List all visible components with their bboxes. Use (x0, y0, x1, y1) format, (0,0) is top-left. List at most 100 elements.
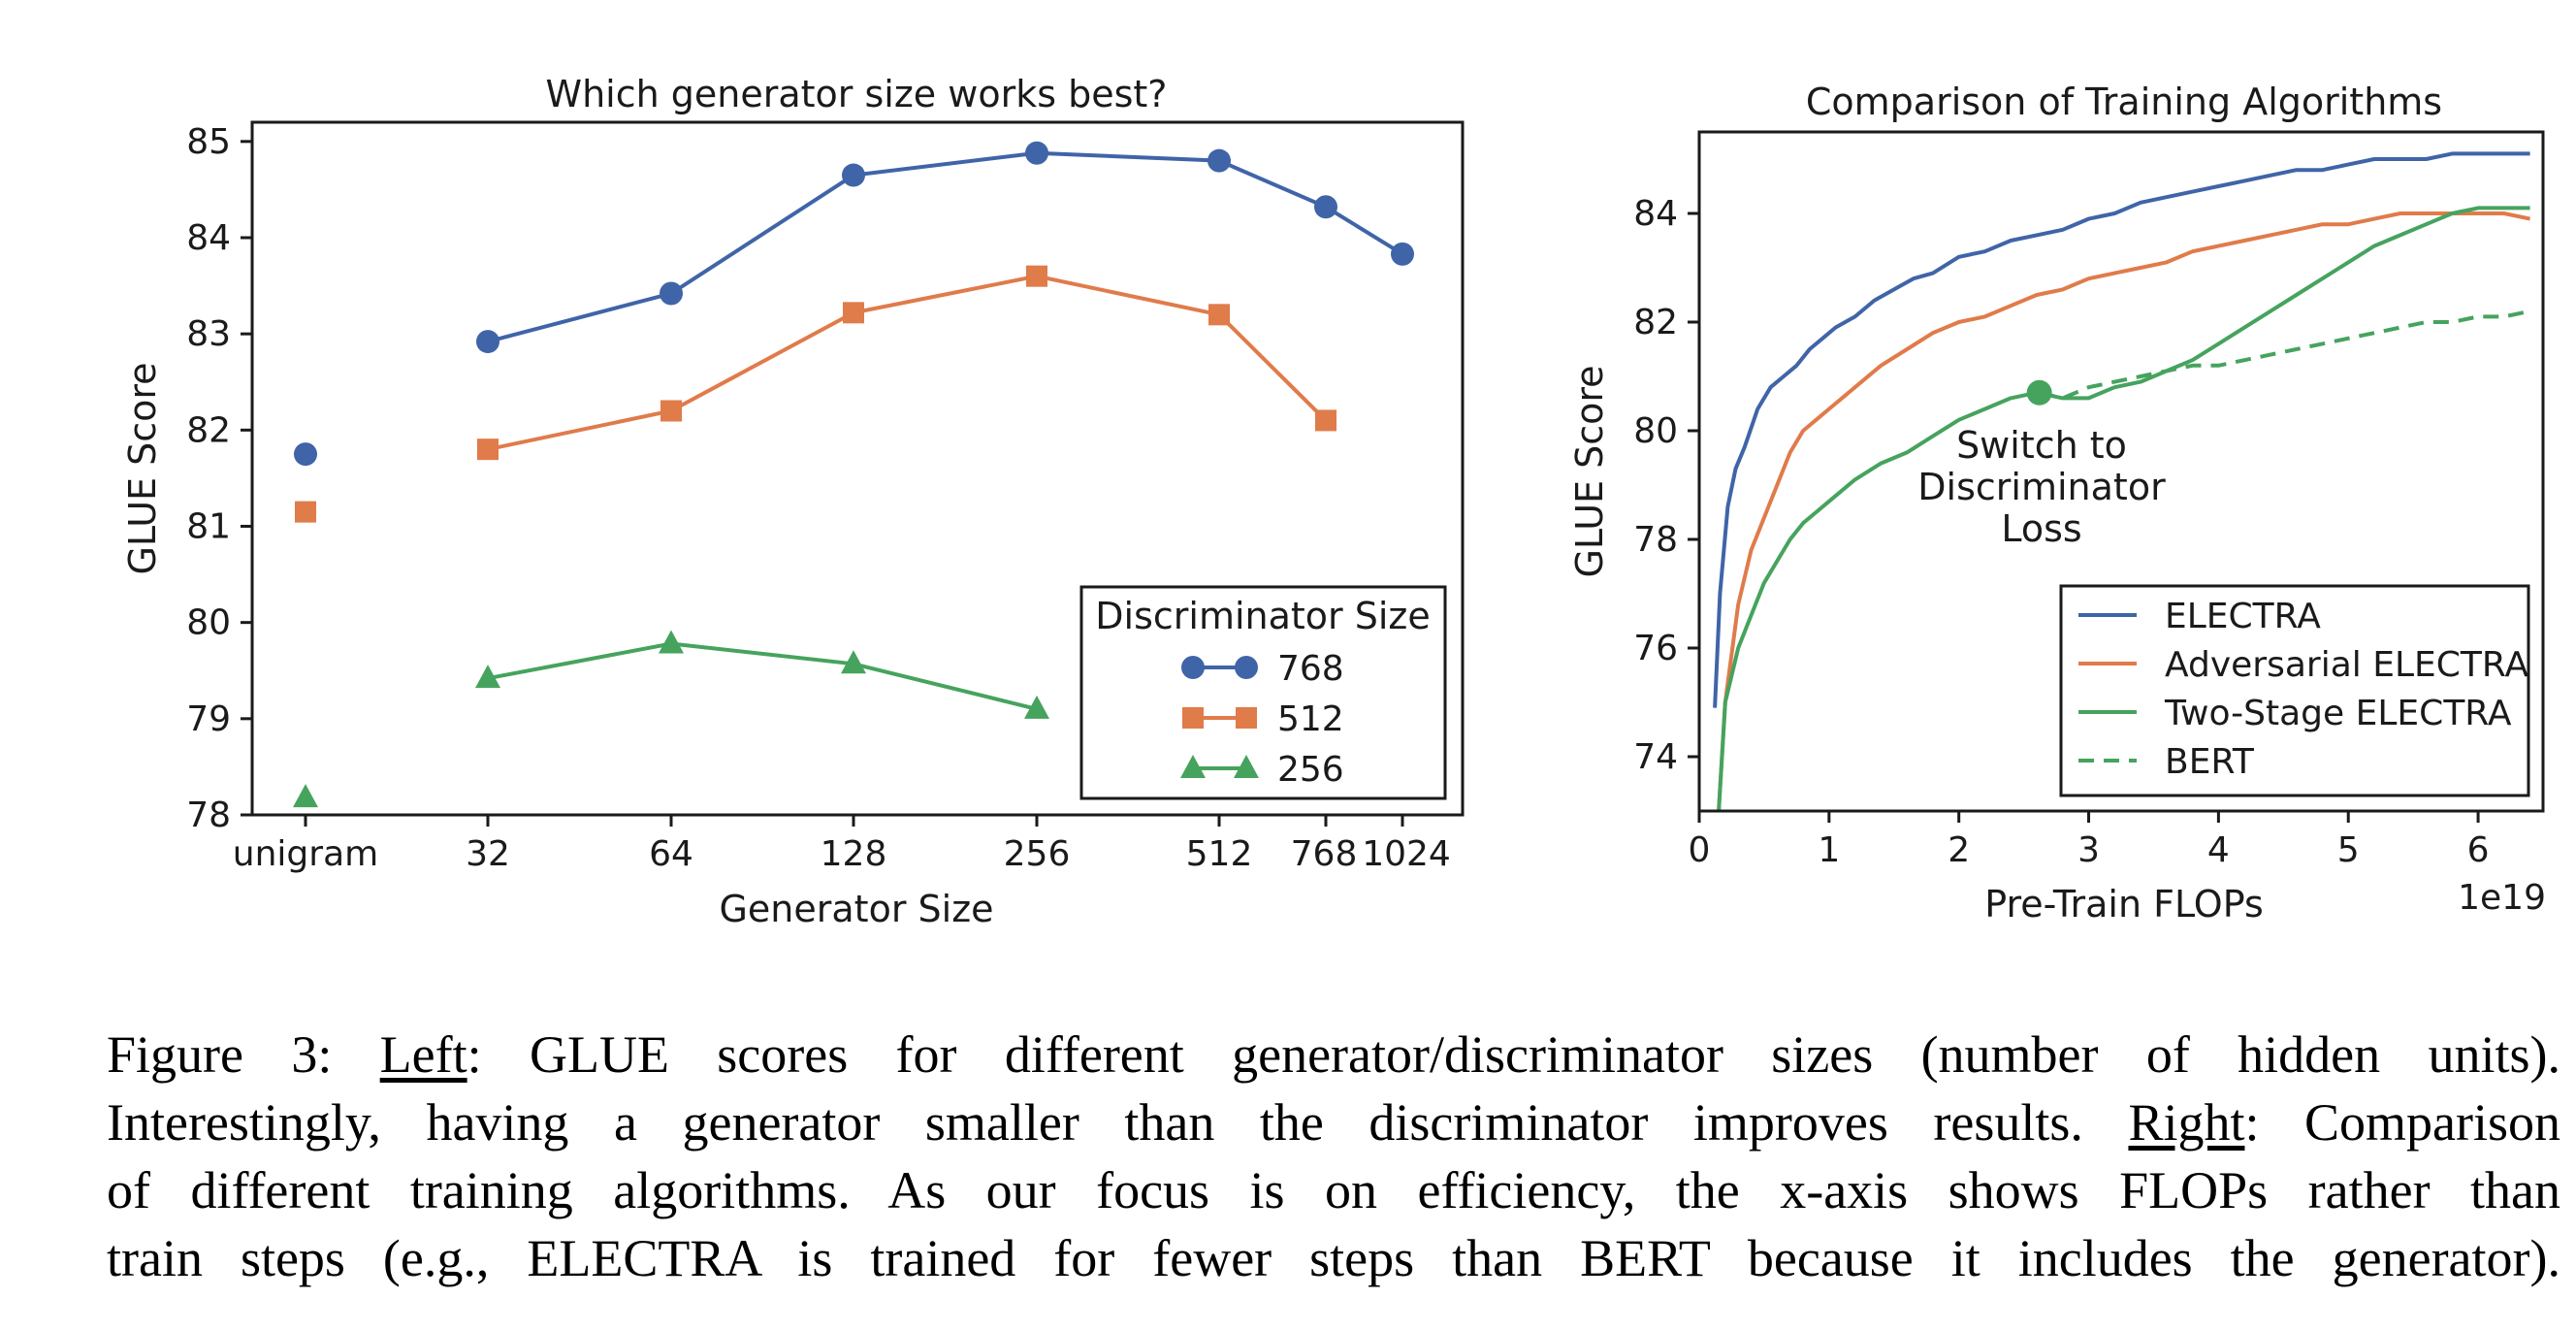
series-768 (294, 141, 1414, 467)
y-tick-label: 85 (186, 122, 231, 162)
data-point (293, 784, 318, 808)
x-tick-label: 128 (821, 834, 887, 874)
annotation-line-3: Loss (2001, 507, 2081, 550)
y-tick-label: 81 (186, 507, 231, 547)
legend-marker (1235, 656, 1258, 679)
series-512 (295, 265, 1336, 523)
caption-right-word: Right (2128, 1093, 2245, 1152)
figure-caption: Figure 3: Left: GLUE scores for differen… (107, 1021, 2560, 1292)
y-tick-label: 79 (186, 699, 231, 739)
y-tick-label: 78 (186, 795, 231, 835)
y-tick-label: 76 (1633, 629, 1678, 668)
data-point (295, 501, 316, 523)
chart-right-x-scale: 1e19 (2458, 878, 2546, 918)
series-256 (293, 630, 1049, 808)
y-tick-label: 83 (186, 314, 231, 354)
chart-left-ylabel: GLUE Score (121, 362, 164, 574)
caption-label: Figure 3: (107, 1025, 333, 1084)
legend-item-two-stage-electra: Two-Stage ELECTRA (2078, 694, 2512, 733)
data-point (294, 442, 317, 467)
data-point (1315, 409, 1336, 432)
x-tick-label: 0 (1689, 830, 1711, 870)
annotation-line-1: Switch to (1956, 424, 2127, 467)
y-tick-label: 82 (186, 410, 231, 450)
y-tick-label: 84 (186, 218, 231, 258)
data-point (1025, 141, 1048, 165)
y-tick-label: 82 (1633, 303, 1678, 342)
figure: Which generator size works best? 78 79 80 8… (121, 73, 2546, 930)
chart-right: Comparison of Training Algorithms 74 76 78… (1568, 81, 2546, 925)
chart-left-title: Which generator size works best? (546, 73, 1168, 115)
series-line (1717, 211, 2531, 811)
legend-item-512: 512 (1182, 699, 1344, 739)
data-point (660, 400, 682, 422)
data-point (1314, 195, 1337, 219)
chart-right-title: Comparison of Training Algorithms (1806, 81, 2442, 123)
x-tick-label: 256 (1004, 834, 1071, 874)
series-electra (1713, 151, 2530, 708)
x-tick-label: 1024 (1362, 834, 1451, 874)
legend-frame (1079, 585, 1447, 800)
chart-left-legend: Discriminator Size 768 512 256 (1079, 585, 1447, 800)
caption-left-word: Left (379, 1025, 467, 1084)
data-point (475, 665, 500, 689)
data-point (660, 281, 683, 306)
legend-label: 512 (1277, 699, 1344, 739)
data-point (476, 330, 499, 354)
series-two-stage-electra (1717, 206, 2530, 811)
legend-label: BERT (2165, 742, 2255, 782)
chart-right-frame (1697, 130, 2545, 813)
legend-label: Two-Stage ELECTRA (2164, 694, 2512, 733)
series-line (1717, 206, 2530, 811)
x-tick-label: 32 (466, 834, 510, 874)
legend-title: Discriminator Size (1095, 595, 1431, 637)
caption-line-2: Interestingly, having a generator smalle… (107, 1088, 2560, 1156)
chart-left-xlabel: Generator Size (719, 888, 993, 930)
caption-text-1: : GLUE scores for different generator/di… (467, 1025, 2560, 1084)
data-point (841, 650, 866, 674)
legend-item-bert: BERT (2078, 742, 2255, 782)
x-tick-label: 2 (1948, 830, 1970, 870)
x-tick-label: 3 (2077, 830, 2100, 870)
y-tick-label: 84 (1633, 194, 1678, 234)
data-point (1208, 148, 1231, 173)
caption-line-1: Figure 3: Left: GLUE scores for differen… (107, 1021, 2560, 1088)
series-line (487, 150, 1404, 344)
caption-text-2b: : Comparison (2244, 1093, 2561, 1152)
legend-item-768: 768 (1181, 649, 1344, 689)
series-line (487, 641, 1038, 711)
caption-text-2a: Interestingly, having a generator smalle… (107, 1093, 2129, 1152)
y-tick-label: 74 (1633, 737, 1678, 777)
chart-left-series (293, 141, 1414, 808)
chart-right-series (1713, 151, 2531, 811)
series-line (2039, 308, 2531, 401)
legend-item-electra: ELECTRA (2078, 597, 2321, 636)
x-tick-label: 5 (2337, 830, 2360, 870)
x-tick-label: 64 (649, 834, 693, 874)
caption-line-4: train steps (e.g., ELECTRA is trained fo… (107, 1229, 2560, 1287)
chart-right-legend: ELECTRA Adversarial ELECTRA Two-Stage ELEC… (2059, 584, 2530, 797)
annotation-line-2: Discriminator (1917, 466, 2166, 508)
legend-marker (1181, 656, 1205, 679)
legend-marker (1180, 755, 1206, 778)
legend-item-adversarial-electra: Adversarial ELECTRA (2078, 645, 2528, 685)
legend-label: 768 (1277, 649, 1344, 689)
x-tick-label: 6 (2467, 830, 2490, 870)
data-point (1026, 265, 1047, 287)
chart-left-frame (250, 120, 1465, 817)
x-tick-label: 768 (1291, 834, 1358, 874)
data-point (1391, 242, 1414, 266)
series-bert (2039, 308, 2531, 401)
series-line (487, 274, 1328, 452)
caption-line-3: of different training algorithms. As our… (107, 1161, 2560, 1219)
y-tick-label: 80 (1633, 411, 1678, 451)
data-point (477, 438, 499, 461)
legend-marker (1234, 755, 1259, 778)
legend-marker (1236, 707, 1257, 729)
chart-right-xlabel: Pre-Train FLOPs (1984, 883, 2264, 925)
legend-label: 256 (1277, 750, 1344, 790)
x-tick-label: 4 (2207, 830, 2230, 870)
switch-point-marker (2026, 379, 2052, 406)
chart-left: Which generator size works best? 78 79 80 8… (121, 73, 1465, 930)
